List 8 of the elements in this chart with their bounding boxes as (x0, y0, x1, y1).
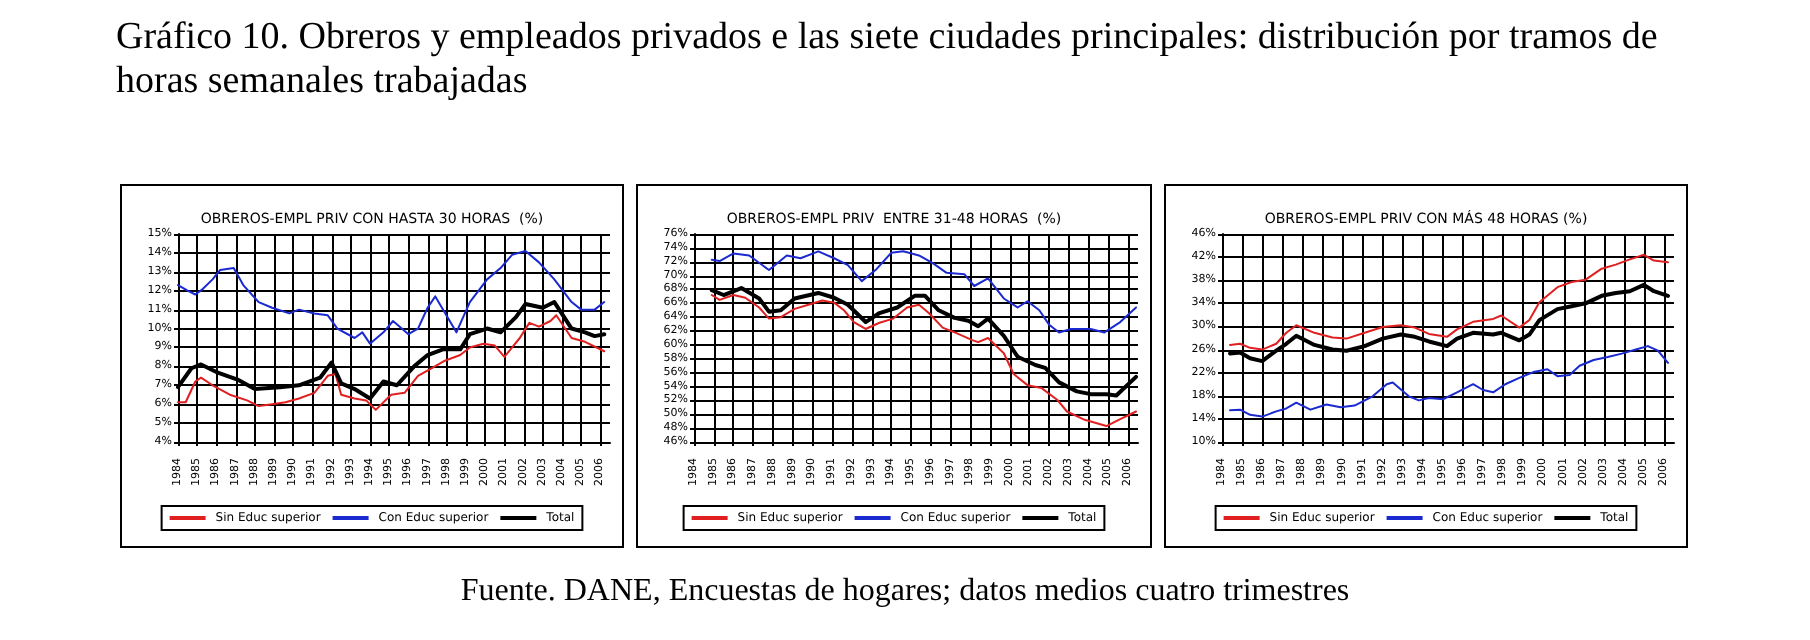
source-note: Fuente. DANE, Encuestas de hogares; datos medios cuatro trimestres (458, 574, 1352, 610)
line-series (1229, 253, 1669, 351)
line-series (177, 250, 606, 345)
text: Gráfico 10. Obreros y empleados privados e las siete ciudades principales: distribución por tramos de horas semanales trabajadas (116, 16, 1660, 104)
line-series (177, 314, 606, 411)
line-series (710, 294, 1138, 428)
line-series (710, 250, 1138, 334)
line-series (1229, 345, 1669, 418)
